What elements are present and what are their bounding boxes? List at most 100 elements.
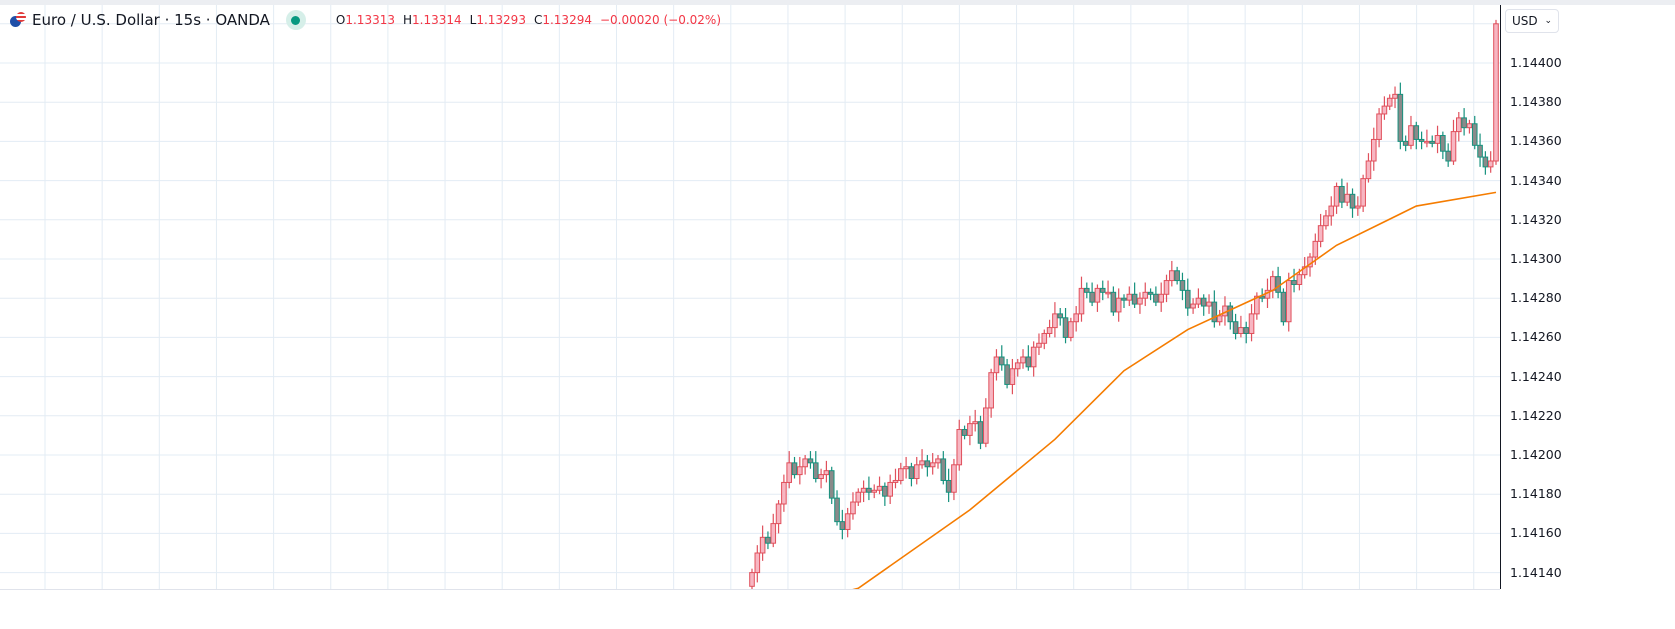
candle-up[interactable]: [1041, 332, 1048, 344]
currency-selector[interactable]: USD ⌄: [1505, 9, 1559, 33]
candle-down[interactable]: [1211, 301, 1218, 323]
candle-down[interactable]: [1243, 327, 1250, 334]
candle-up[interactable]: [775, 503, 782, 525]
candle-up[interactable]: [1386, 97, 1393, 107]
candle-up[interactable]: [1466, 123, 1473, 129]
candle-down[interactable]: [1099, 287, 1106, 293]
symbol-title[interactable]: Euro / U.S. Dollar · 15s · OANDA: [32, 11, 270, 29]
candle-down[interactable]: [807, 458, 814, 464]
candle-up[interactable]: [786, 462, 793, 483]
candle-up[interactable]: [903, 466, 909, 470]
candle-up[interactable]: [759, 536, 766, 554]
candle-up[interactable]: [1030, 346, 1037, 368]
candle-up[interactable]: [770, 523, 777, 544]
candle-up[interactable]: [797, 466, 803, 476]
candle-up[interactable]: [1190, 303, 1196, 309]
candle-down[interactable]: [1004, 364, 1010, 385]
candle-down[interactable]: [961, 429, 968, 436]
candle-up[interactable]: [1046, 327, 1053, 334]
candle-down[interactable]: [1131, 293, 1138, 305]
candle-up[interactable]: [887, 481, 893, 497]
candle-down[interactable]: [791, 462, 798, 476]
candle-up[interactable]: [1285, 280, 1292, 323]
candle-up[interactable]: [1392, 93, 1398, 99]
candle-down[interactable]: [1153, 293, 1159, 303]
candle-up[interactable]: [972, 421, 979, 425]
candle-down[interactable]: [882, 485, 888, 497]
candle-up[interactable]: [983, 407, 989, 444]
candle-up[interactable]: [1068, 321, 1074, 338]
candle-up[interactable]: [1137, 297, 1143, 305]
candle-down[interactable]: [1062, 317, 1069, 338]
candle-up[interactable]: [1408, 125, 1414, 146]
candle-up[interactable]: [1009, 368, 1016, 385]
candle-down[interactable]: [1440, 135, 1446, 152]
candle-up[interactable]: [876, 485, 883, 491]
candle-down[interactable]: [1291, 280, 1297, 285]
candle-down[interactable]: [1418, 138, 1425, 142]
candle-up[interactable]: [1370, 138, 1377, 162]
candle-down[interactable]: [924, 460, 931, 468]
candle-down[interactable]: [1025, 356, 1032, 368]
candle-down[interactable]: [1179, 280, 1186, 291]
candle-up[interactable]: [1142, 291, 1149, 299]
candle-up[interactable]: [1450, 131, 1457, 162]
candle-up[interactable]: [1073, 313, 1079, 323]
candle-down[interactable]: [1402, 140, 1409, 146]
candle-up[interactable]: [993, 356, 1000, 374]
candle-up[interactable]: [802, 458, 808, 468]
candle-up[interactable]: [850, 501, 856, 515]
candle-up[interactable]: [1094, 287, 1101, 303]
candle-up[interactable]: [1376, 113, 1382, 140]
candle-up[interactable]: [1493, 23, 1499, 162]
candle-down[interactable]: [834, 497, 840, 523]
candle-up[interactable]: [1014, 362, 1021, 370]
candle-down[interactable]: [1147, 291, 1154, 295]
candle-up[interactable]: [1216, 315, 1223, 323]
candle-up[interactable]: [1036, 342, 1042, 348]
candle-up[interactable]: [935, 458, 941, 464]
candle-down[interactable]: [908, 466, 915, 480]
candle-up[interactable]: [1333, 185, 1340, 207]
candle-up[interactable]: [951, 464, 957, 493]
candle-up[interactable]: [1126, 293, 1133, 301]
candle-down[interactable]: [1227, 305, 1234, 323]
candle-up[interactable]: [749, 572, 755, 587]
candle-up[interactable]: [1365, 160, 1372, 180]
candle-up[interactable]: [1355, 205, 1361, 209]
candle-up[interactable]: [892, 479, 899, 483]
candle-up[interactable]: [1296, 274, 1303, 285]
candle-down[interactable]: [1349, 193, 1356, 209]
candle-down[interactable]: [1275, 276, 1281, 293]
candle-up[interactable]: [1317, 225, 1324, 242]
market-status-icon[interactable]: [285, 10, 306, 30]
candle-up[interactable]: [919, 460, 925, 466]
candle-down[interactable]: [1413, 125, 1420, 140]
candle-up[interactable]: [1078, 287, 1085, 315]
candle-up[interactable]: [1052, 313, 1058, 329]
candle-up[interactable]: [1158, 293, 1165, 303]
candle-down[interactable]: [1232, 321, 1239, 334]
candle-down[interactable]: [1429, 140, 1436, 144]
candle-up[interactable]: [1434, 135, 1441, 144]
candle-up[interactable]: [1301, 266, 1308, 276]
candle-up[interactable]: [1344, 193, 1351, 203]
candle-down[interactable]: [765, 536, 771, 544]
candle-up[interactable]: [1105, 291, 1111, 295]
candle-up[interactable]: [1487, 160, 1494, 168]
candle-up[interactable]: [1360, 178, 1366, 207]
candle-down[interactable]: [812, 462, 819, 480]
candle-down[interactable]: [1259, 295, 1265, 299]
candle-down[interactable]: [1184, 289, 1191, 309]
candle-down[interactable]: [828, 470, 835, 499]
candle-up[interactable]: [1206, 301, 1212, 307]
candle-down[interactable]: [1121, 297, 1127, 301]
candle-down[interactable]: [1110, 291, 1117, 313]
candle-up[interactable]: [1248, 313, 1255, 334]
candle-down[interactable]: [1477, 144, 1483, 158]
candle-up[interactable]: [1328, 205, 1335, 217]
candle-up[interactable]: [1456, 117, 1462, 133]
candle-down[interactable]: [1471, 123, 1478, 146]
candle-up[interactable]: [1020, 356, 1026, 364]
candle-up[interactable]: [1115, 297, 1122, 313]
